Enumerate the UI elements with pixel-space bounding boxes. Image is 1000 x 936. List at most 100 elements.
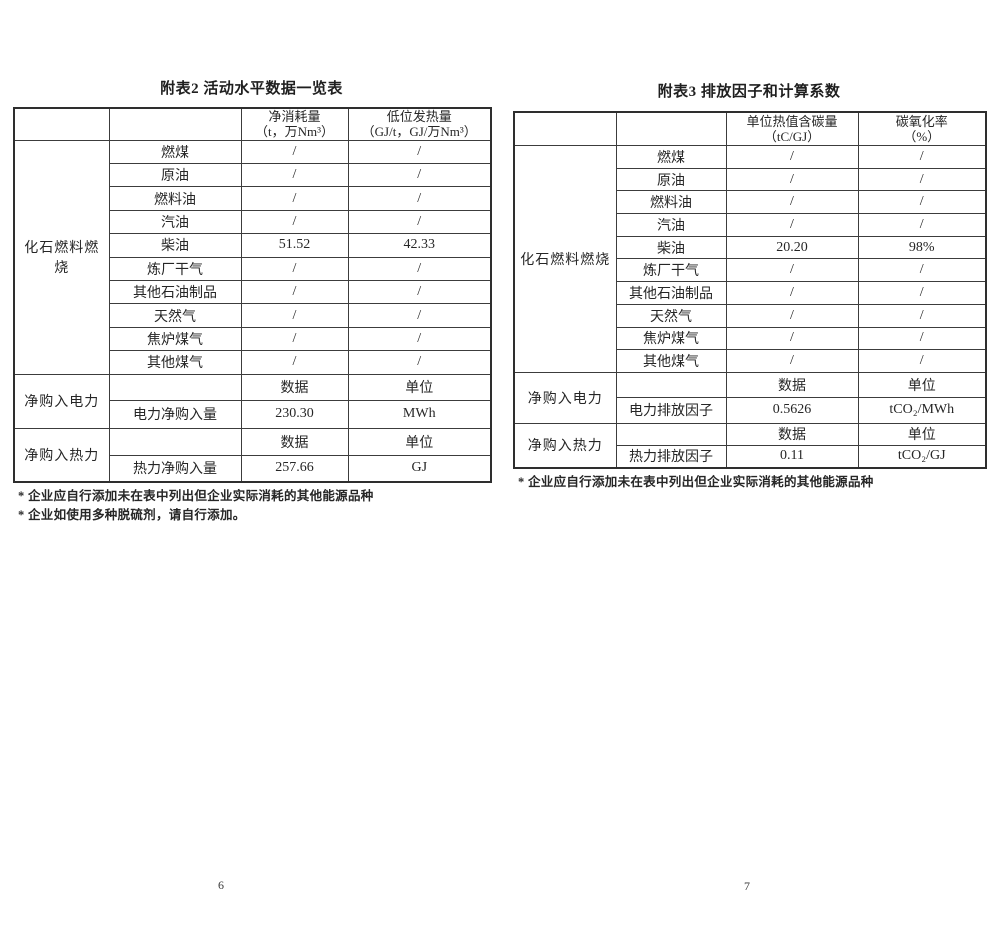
- value-cell: 98%: [857, 235, 987, 260]
- unit-header-cell: 单位: [857, 371, 987, 398]
- header-line2: （t，万Nm³）: [254, 124, 334, 140]
- value-cell: /: [725, 349, 859, 373]
- electricity-group-cell: 净购入电力: [13, 373, 110, 429]
- value-cell: /: [240, 303, 349, 328]
- value-cell: /: [857, 349, 987, 373]
- fuel-name-cell: 天然气: [108, 303, 242, 328]
- page-number: 7: [744, 879, 750, 893]
- value-cell: /: [240, 163, 349, 188]
- table-row: 其他石油制品 / /: [14, 279, 492, 305]
- electricity-group-cell: 净购入电力: [513, 371, 617, 424]
- unit-cell: MWh: [347, 399, 492, 429]
- value-cell: /: [347, 186, 492, 211]
- data-header-cell: 数据: [240, 427, 349, 456]
- table-row: 电力净购入量 230.30 MWh: [14, 399, 492, 429]
- emission-factor-table: 单位热值含碳量 （tC/GJ） 碳氧化率 （%） 化石燃料燃烧 燃煤 / / 原…: [513, 111, 987, 469]
- value-cell: /: [857, 281, 987, 305]
- footnote: * 企业应自行添加未在表中列出但企业实际消耗的其他能源品种: [18, 488, 374, 503]
- value-cell: /: [347, 163, 492, 188]
- heat-group-cell: 净购入热力: [513, 422, 617, 469]
- value-cell: /: [725, 213, 859, 237]
- header-line2: （tC/GJ）: [763, 129, 821, 144]
- value-cell: 257.66: [240, 454, 349, 483]
- header-empty-cell: [108, 107, 242, 141]
- page-title: 附表3 排放因子和计算系数: [657, 84, 841, 100]
- unit-header-cell: 单位: [857, 422, 987, 446]
- value-cell: /: [725, 303, 859, 328]
- footnotes: * 企业应自行添加未在表中列出但企业实际消耗的其他能源品种 * 企业如使用多种脱…: [13, 487, 490, 525]
- value-cell: 42.33: [347, 233, 492, 258]
- page-number: 6: [218, 878, 224, 892]
- value-cell: /: [240, 186, 349, 211]
- value-cell: 230.30: [240, 399, 349, 429]
- row-label-cell: 热力净购入量: [108, 454, 242, 483]
- value-cell: 0.5626: [725, 396, 859, 424]
- table-row: 燃料油 / /: [514, 190, 987, 215]
- table-row: 其他煤气 / /: [14, 350, 492, 375]
- table-header-row: 单位热值含碳量 （tC/GJ） 碳氧化率 （%）: [513, 111, 987, 146]
- fuel-name-cell: 焦炉煤气: [108, 326, 242, 352]
- table-row: 化石燃料燃烧 燃煤 / /: [13, 139, 492, 375]
- header-empty-cell: [13, 107, 110, 141]
- table-row: 其他石油制品 / /: [514, 281, 987, 305]
- table-row: 净购入电力 数据 单位: [513, 371, 987, 424]
- value-cell: /: [347, 279, 492, 305]
- fuel-name-cell: 汽油: [615, 213, 727, 237]
- row-label-cell: 电力排放因子: [615, 396, 727, 424]
- value-cell: /: [347, 350, 492, 375]
- table-row: 汽油 / /: [14, 209, 492, 235]
- value-cell: /: [347, 303, 492, 328]
- value-cell: /: [857, 190, 987, 215]
- empty-cell: [615, 371, 727, 398]
- table-row: 原油 / /: [14, 163, 492, 188]
- table-row: 天然气 / /: [14, 303, 492, 328]
- fuel-name-cell: 其他石油制品: [615, 281, 727, 305]
- row-label-cell: 电力净购入量: [108, 399, 242, 429]
- empty-cell: [108, 427, 242, 456]
- fuel-name-cell: 其他煤气: [108, 350, 242, 375]
- value-cell: 0.11: [725, 444, 859, 469]
- fuel-name-cell: 燃料油: [615, 190, 727, 215]
- fuel-name-cell: 原油: [108, 163, 242, 188]
- data-header-cell: 数据: [725, 371, 859, 398]
- table-row: 热力净购入量 257.66 GJ: [14, 454, 492, 483]
- value-cell: /: [725, 281, 859, 305]
- value-cell: /: [240, 209, 349, 235]
- value-cell: /: [725, 145, 859, 169]
- table-row: 热力排放因子 0.11 tCO₂/GJ: [514, 444, 987, 469]
- value-cell: 51.52: [240, 233, 349, 258]
- value-cell: /: [347, 256, 492, 282]
- fuel-name-cell: 燃料油: [108, 186, 242, 211]
- table-row: 焦炉煤气 / /: [514, 326, 987, 351]
- empty-cell: [108, 373, 242, 401]
- value-cell: /: [857, 145, 987, 169]
- header-line1: 低位发热量: [386, 109, 452, 124]
- table-row: 炼厂干气 / /: [514, 258, 987, 283]
- table-row: 燃料油 / /: [14, 186, 492, 211]
- table-row: 净购入电力 数据 单位: [13, 373, 492, 429]
- fuel-name-cell: 柴油: [108, 233, 242, 258]
- fuel-name-cell: 炼厂干气: [615, 258, 727, 283]
- fuel-name-cell: 汽油: [108, 209, 242, 235]
- header-heating-value-cell: 低位发热量 （GJ/t，GJ/万Nm³）: [347, 107, 492, 141]
- value-cell: /: [857, 303, 987, 328]
- value-cell: /: [857, 167, 987, 192]
- fuel-name-cell: 燃煤: [108, 139, 242, 165]
- table-row: 焦炉煤气 / /: [14, 326, 492, 352]
- unit-cell: tCO₂/GJ: [857, 444, 987, 469]
- value-cell: /: [240, 350, 349, 375]
- header-consumption-cell: 净消耗量 （t，万Nm³）: [240, 107, 349, 141]
- table-row: 柴油 20.20 98%: [514, 235, 987, 260]
- heat-group-cell: 净购入热力: [13, 427, 110, 483]
- value-cell: /: [857, 326, 987, 351]
- data-header-cell: 数据: [725, 422, 859, 446]
- value-cell: /: [240, 279, 349, 305]
- table-row: 柴油 51.52 42.33: [14, 233, 492, 258]
- header-line2: （%）: [903, 129, 941, 144]
- table-row: 其他煤气 / /: [514, 349, 987, 373]
- footnote: * 企业应自行添加未在表中列出但企业实际消耗的其他能源品种: [518, 474, 874, 489]
- value-cell: /: [725, 190, 859, 215]
- fuel-group-cell: 化石燃料燃烧: [13, 139, 110, 375]
- fuel-name-cell: 其他煤气: [615, 349, 727, 373]
